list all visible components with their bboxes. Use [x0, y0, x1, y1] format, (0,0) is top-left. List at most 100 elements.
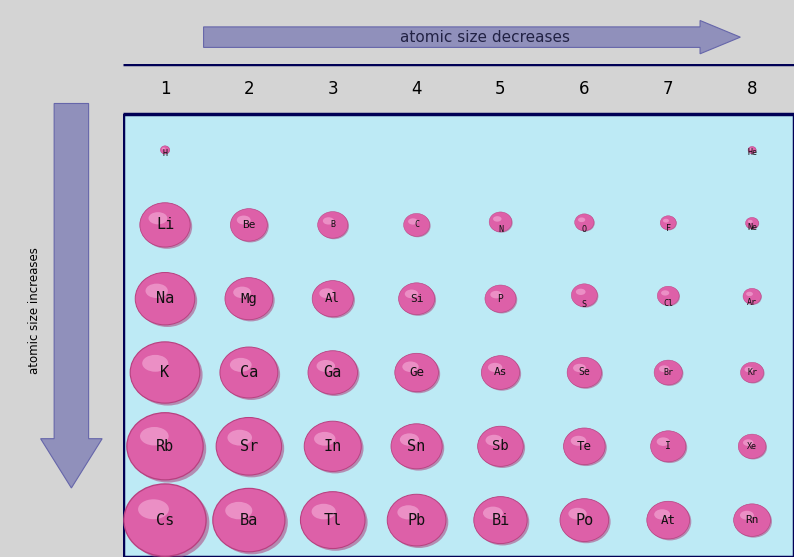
Ellipse shape [564, 428, 605, 465]
Ellipse shape [133, 346, 189, 395]
Ellipse shape [565, 431, 599, 460]
Ellipse shape [400, 285, 430, 311]
Ellipse shape [233, 287, 251, 298]
Text: N: N [498, 226, 503, 234]
Ellipse shape [565, 429, 607, 466]
Ellipse shape [659, 365, 669, 372]
Text: Al: Al [326, 292, 341, 305]
Ellipse shape [490, 213, 508, 229]
Ellipse shape [748, 220, 753, 223]
Ellipse shape [233, 211, 262, 237]
Ellipse shape [391, 424, 442, 469]
Ellipse shape [486, 286, 517, 314]
Ellipse shape [213, 488, 285, 552]
Ellipse shape [740, 511, 754, 520]
Ellipse shape [488, 363, 503, 372]
Ellipse shape [649, 503, 692, 540]
Text: 1: 1 [160, 80, 171, 98]
Ellipse shape [653, 433, 680, 458]
Text: O: O [582, 224, 587, 233]
Ellipse shape [140, 427, 168, 446]
Ellipse shape [742, 364, 760, 380]
Ellipse shape [162, 148, 165, 150]
Ellipse shape [128, 490, 194, 547]
Text: 5: 5 [495, 80, 506, 98]
Ellipse shape [237, 216, 251, 224]
Ellipse shape [734, 504, 770, 536]
Ellipse shape [142, 206, 183, 242]
Text: At: At [661, 514, 676, 526]
Ellipse shape [137, 275, 197, 327]
Ellipse shape [745, 367, 754, 372]
Ellipse shape [308, 351, 357, 394]
Text: Ne: Ne [747, 223, 757, 232]
Ellipse shape [746, 218, 757, 227]
Ellipse shape [746, 218, 759, 229]
Ellipse shape [485, 285, 516, 312]
Ellipse shape [743, 289, 761, 304]
Ellipse shape [323, 217, 334, 224]
Ellipse shape [654, 509, 670, 520]
Ellipse shape [227, 281, 266, 315]
Ellipse shape [307, 425, 353, 465]
Ellipse shape [306, 423, 364, 473]
Text: B: B [330, 221, 335, 229]
Text: Pb: Pb [407, 512, 426, 527]
Text: Tl: Tl [324, 512, 342, 527]
Ellipse shape [312, 281, 353, 317]
Ellipse shape [742, 363, 765, 383]
Ellipse shape [740, 436, 761, 456]
Ellipse shape [562, 502, 601, 536]
Ellipse shape [390, 496, 449, 548]
Text: atomic size decreases: atomic size decreases [400, 30, 570, 45]
Ellipse shape [572, 284, 597, 307]
Ellipse shape [232, 210, 269, 242]
Text: P: P [498, 294, 503, 304]
Ellipse shape [318, 212, 348, 238]
Ellipse shape [405, 214, 430, 237]
Text: Br: Br [663, 368, 673, 377]
Ellipse shape [661, 216, 676, 231]
Ellipse shape [480, 428, 525, 468]
Ellipse shape [400, 433, 419, 446]
Ellipse shape [567, 358, 602, 388]
Text: K: K [160, 365, 170, 380]
Ellipse shape [735, 506, 765, 532]
Ellipse shape [124, 484, 206, 556]
Ellipse shape [573, 364, 586, 372]
Ellipse shape [148, 212, 168, 224]
Ellipse shape [744, 290, 758, 302]
Ellipse shape [397, 505, 419, 520]
Ellipse shape [127, 487, 210, 557]
Ellipse shape [160, 146, 170, 154]
Ellipse shape [230, 209, 268, 241]
Ellipse shape [487, 287, 511, 309]
Ellipse shape [396, 355, 440, 393]
Ellipse shape [575, 214, 594, 231]
Ellipse shape [216, 491, 287, 554]
Ellipse shape [135, 272, 195, 325]
Ellipse shape [746, 217, 758, 229]
Ellipse shape [230, 358, 252, 372]
Ellipse shape [744, 289, 762, 305]
Text: Se: Se [579, 368, 590, 378]
Text: Sr: Sr [240, 439, 258, 454]
Ellipse shape [749, 146, 757, 154]
Text: I: I [665, 441, 671, 451]
Ellipse shape [661, 217, 674, 228]
Ellipse shape [403, 213, 430, 236]
Ellipse shape [127, 413, 203, 480]
Ellipse shape [319, 213, 343, 235]
Ellipse shape [219, 420, 284, 477]
Ellipse shape [657, 286, 679, 305]
Ellipse shape [138, 276, 186, 319]
Ellipse shape [739, 435, 767, 460]
Ellipse shape [657, 437, 670, 446]
Text: Be: Be [242, 220, 256, 230]
Ellipse shape [576, 289, 585, 295]
Ellipse shape [560, 499, 609, 541]
Ellipse shape [562, 500, 611, 543]
Ellipse shape [750, 148, 753, 150]
Ellipse shape [394, 427, 434, 463]
Ellipse shape [405, 290, 418, 299]
